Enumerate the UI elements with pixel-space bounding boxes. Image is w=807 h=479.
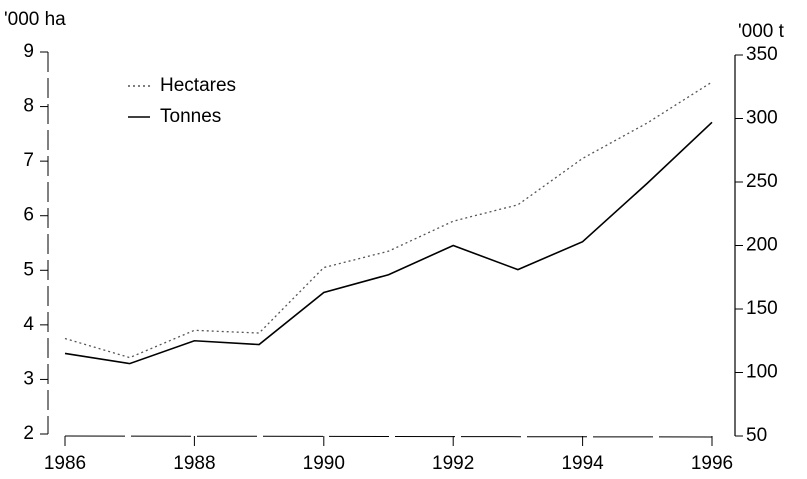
line-series <box>64 81 713 359</box>
y2-tick-label: 100 <box>746 362 778 383</box>
y-tick-label: 6 <box>23 205 34 226</box>
x-tick-label: 1988 <box>173 453 215 474</box>
x-tick-label: 1992 <box>432 453 474 474</box>
line-series <box>64 121 713 365</box>
y2-tick-label: 350 <box>746 44 778 65</box>
y-axis-label: '000 ha <box>4 9 66 30</box>
y2-tick-label: 200 <box>746 235 778 256</box>
y2-tick-label: 300 <box>746 108 778 129</box>
y-tick-label: 5 <box>23 259 34 280</box>
x-axis <box>64 435 713 438</box>
y2-axis-label: '000 t <box>738 21 785 42</box>
y-tick-label: 4 <box>23 314 34 335</box>
y2-tick-label: 250 <box>746 171 778 192</box>
legend-label: Hectares <box>160 75 236 96</box>
x-tick-label: 1994 <box>561 453 604 474</box>
x-tick-label: 1990 <box>303 453 345 474</box>
x-tick-label: 1986 <box>44 453 86 474</box>
y2-tick-label: 50 <box>746 425 767 446</box>
x-tick-label: 1996 <box>691 453 733 474</box>
legend-label: Tonnes <box>160 106 221 127</box>
y-tick-label: 2 <box>23 423 34 444</box>
y-tick-label: 8 <box>23 96 34 117</box>
y-tick-label: 7 <box>23 150 34 171</box>
y-tick-label: 9 <box>23 41 34 62</box>
y2-tick-label: 150 <box>746 298 778 319</box>
y-tick-label: 3 <box>23 368 34 389</box>
